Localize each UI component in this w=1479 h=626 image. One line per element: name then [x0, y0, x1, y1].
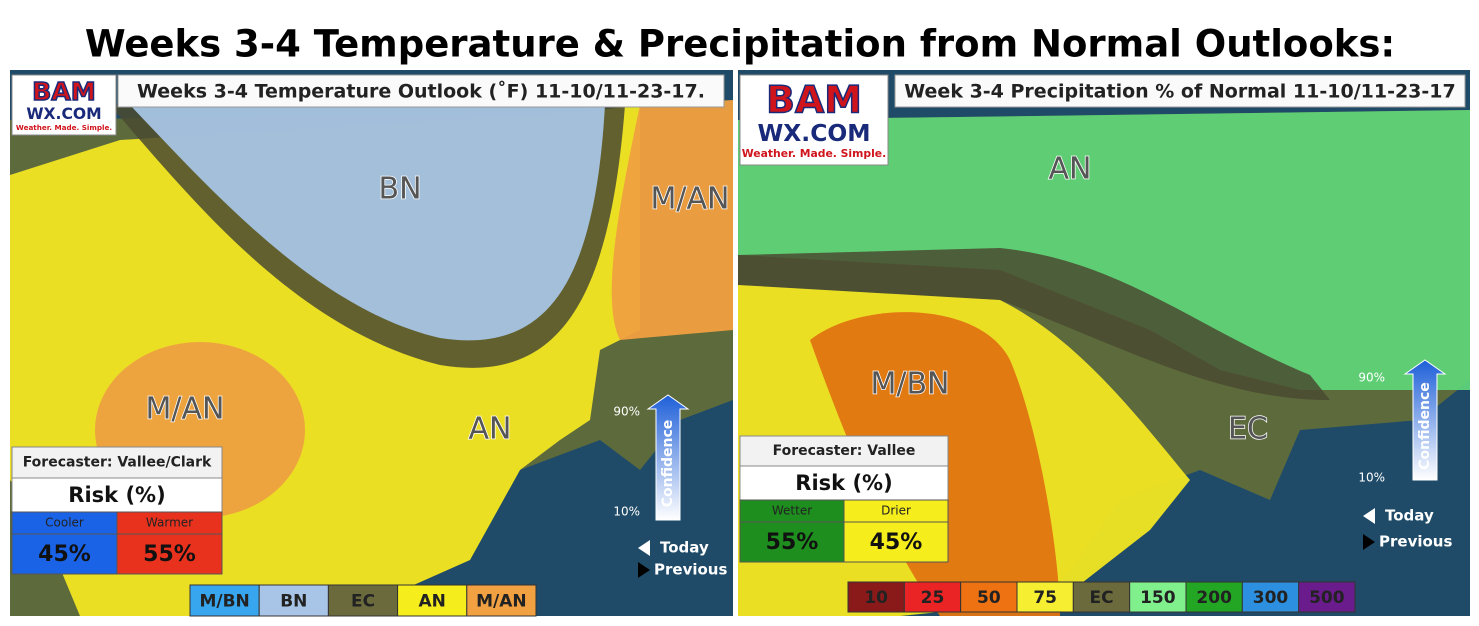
- forecaster-box: [739, 435, 949, 467]
- logo-brand: BAM: [766, 78, 862, 122]
- legend-swatch: [960, 581, 1018, 613]
- confidence-arrow: [646, 394, 690, 521]
- legend-label: 200: [1196, 588, 1232, 608]
- legend-label: BN: [280, 592, 307, 612]
- risk-box: [739, 465, 949, 501]
- risk-value: 45%: [38, 542, 91, 567]
- risk-label: Wetter: [772, 504, 812, 518]
- today-label: Today: [1385, 507, 1434, 525]
- risk-value: 55%: [766, 530, 819, 555]
- logo-box: [739, 74, 889, 166]
- risk-cell: [739, 521, 845, 563]
- title-box: [894, 74, 1466, 108]
- risk-value: 55%: [143, 542, 196, 567]
- marker-today: [638, 540, 650, 556]
- previous-label: Previous: [654, 561, 727, 579]
- legend-swatch: [1072, 581, 1131, 613]
- legend-label: EC: [1089, 588, 1113, 608]
- marker-previous: [638, 562, 650, 578]
- logo-site: WX.COM: [757, 119, 870, 147]
- legend-label: 300: [1253, 588, 1289, 608]
- region-label: AN: [469, 412, 512, 447]
- panel-title: Weeks 3-4 Temperature Outlook (˚F) 11-10…: [137, 80, 705, 103]
- logo-site: WX.COM: [26, 105, 101, 123]
- risk-cell: [843, 521, 949, 563]
- logo-tagline: Weather. Made. Simple.: [742, 147, 886, 160]
- legend-label: 500: [1309, 588, 1345, 608]
- legend-swatch: [847, 581, 905, 613]
- panel-title: Week 3-4 Precipitation % of Normal 11-10…: [904, 81, 1455, 103]
- legend-swatch: [1298, 581, 1356, 613]
- legend-label: 10: [864, 588, 888, 608]
- previous-label: Previous: [1379, 533, 1452, 551]
- forecaster-box: [11, 446, 223, 479]
- forecaster: Forecaster: Vallee/Clark: [23, 455, 212, 471]
- region-label: M/BN: [870, 367, 949, 402]
- region-label: BN: [378, 172, 421, 207]
- logo-brand: BAM: [32, 77, 96, 106]
- legend-swatch: [258, 584, 329, 617]
- region-label: M/AN: [146, 392, 225, 427]
- region-label: AN: [1049, 152, 1092, 187]
- risk-cell: [116, 533, 223, 575]
- page-title: Weeks 3-4 Temperature & Precipitation fr…: [85, 23, 1395, 66]
- title-box: [117, 74, 725, 108]
- risk-title: Risk (%): [68, 483, 165, 507]
- legend-label: 75: [1033, 588, 1057, 608]
- legend-label: M/BN: [199, 592, 249, 612]
- legend-swatch: [466, 584, 537, 617]
- confidence-label: Confidence: [1417, 382, 1433, 470]
- confidence-low: 10%: [613, 505, 640, 519]
- legend-label: EC: [351, 592, 375, 612]
- legend-label: AN: [419, 592, 446, 612]
- confidence-high: 90%: [613, 405, 640, 419]
- risk-cell: [11, 533, 118, 575]
- confidence-high: 90%: [1358, 371, 1385, 385]
- marker-today: [1363, 508, 1375, 524]
- risk-value: 45%: [870, 530, 923, 555]
- confidence-arrow: [1403, 359, 1447, 481]
- risk-label: Cooler: [45, 516, 84, 530]
- legend-swatch: [1241, 581, 1300, 613]
- risk-box: [11, 477, 223, 513]
- logo-tagline: Weather. Made. Simple.: [16, 123, 112, 132]
- today-label: Today: [660, 539, 709, 557]
- legend-label: 150: [1140, 588, 1176, 608]
- risk-label: Warmer: [146, 516, 193, 530]
- confidence-low: 10%: [1358, 471, 1385, 485]
- region-label: M/AN: [651, 182, 730, 217]
- region-label: EC: [1228, 412, 1268, 447]
- legend-swatch: [1185, 581, 1243, 613]
- legend-swatch: [1016, 581, 1074, 613]
- legend-swatch: [189, 584, 260, 617]
- confidence-label: Confidence: [660, 420, 676, 508]
- marker-previous: [1363, 534, 1375, 550]
- legend-label: 25: [921, 588, 945, 608]
- legend-label: 50: [977, 588, 1001, 608]
- legend-swatch: [903, 581, 962, 613]
- legend-label: M/AN: [476, 592, 527, 612]
- risk-title: Risk (%): [795, 471, 892, 495]
- risk-label: Drier: [881, 504, 911, 518]
- legend-swatch: [1129, 581, 1187, 613]
- logo-box: [11, 74, 117, 136]
- forecaster: Forecaster: Vallee: [773, 443, 916, 459]
